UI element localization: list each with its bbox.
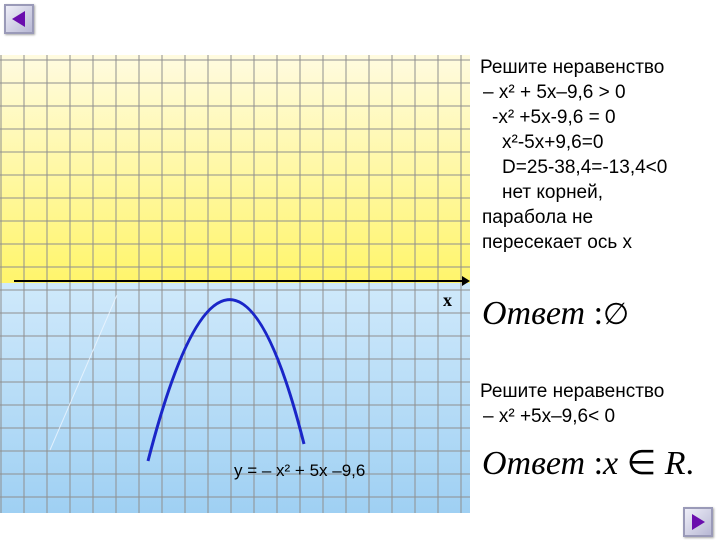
answer-2-set: R xyxy=(664,445,686,482)
answer-2: Ответ :x ∈ R. xyxy=(482,443,694,483)
answer-1: Ответ :∅ xyxy=(482,295,629,333)
problem2-line-2: – x² +5x–9,6< 0 xyxy=(483,406,616,427)
problem2-text: Решите неравенство – x² +5x–9,6< 0 xyxy=(480,379,664,429)
problem1-line-5: D=25-38,4=-13,4<0 xyxy=(502,157,668,178)
problem1-line-3: -x² +5x-9,6 = 0 xyxy=(492,107,616,128)
problem1-text: Решите неравенство – x² + 5x–9,6 > 0 -x²… xyxy=(480,55,667,255)
problem1-line-7: парабола не xyxy=(482,207,594,228)
answer-2-word: Ответ xyxy=(482,445,586,482)
answer-1-word: Ответ xyxy=(482,295,586,332)
graph-area: x y = – x² + 5x –9,6 xyxy=(0,55,470,513)
triangle-left-icon xyxy=(12,11,25,27)
answer-1-colon: : xyxy=(593,295,604,332)
answer-2-period: . xyxy=(685,445,695,482)
answer-2-colon: : xyxy=(593,445,604,482)
faint-line xyxy=(49,294,118,451)
problem1-line-4: x²-5x+9,6=0 xyxy=(502,132,604,153)
answer-2-var: x xyxy=(603,445,619,482)
problem2-line-1: Решите неравенство xyxy=(480,381,665,402)
function-label: y = – x² + 5x –9,6 xyxy=(234,461,365,480)
problem1-line-8: пересекает ось x xyxy=(482,232,633,253)
triangle-right-icon xyxy=(692,514,705,530)
empty-set-symbol: ∅ xyxy=(603,298,630,331)
problem1-line-1: Решите неравенство xyxy=(480,57,665,78)
prev-slide-button[interactable] xyxy=(4,4,34,34)
next-slide-button[interactable] xyxy=(683,507,713,537)
element-of-symbol: ∈ xyxy=(626,445,657,482)
problem1-line-6: нет корней, xyxy=(502,182,604,203)
x-axis-label: x xyxy=(443,290,452,310)
problem1-line-2: – x² + 5x–9,6 > 0 xyxy=(483,82,626,103)
parabola-curve xyxy=(146,298,306,462)
grid xyxy=(0,55,470,513)
x-axis-arrow xyxy=(462,276,470,286)
